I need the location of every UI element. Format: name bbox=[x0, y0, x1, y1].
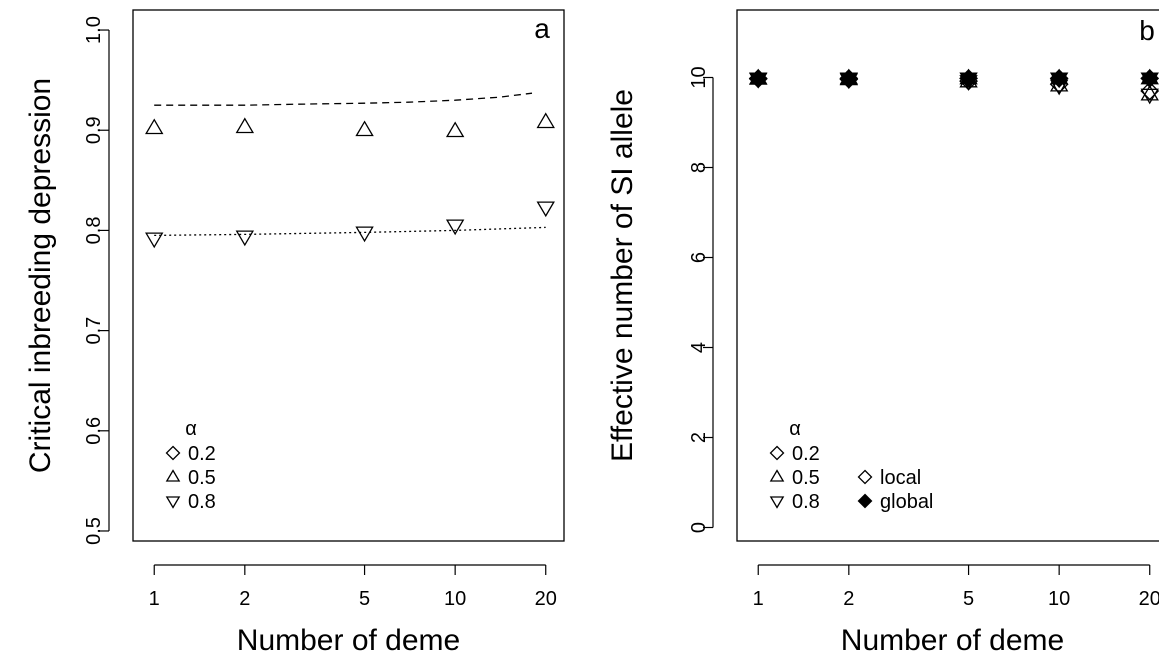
legend-marker-triangle-down bbox=[165, 496, 181, 509]
point-triangle-down bbox=[749, 72, 768, 89]
legend-marker-diamond-filled bbox=[857, 493, 873, 509]
point-triangle-up bbox=[355, 120, 374, 137]
point-triangle-down bbox=[839, 72, 859, 89]
legend-marker-diamond-open bbox=[857, 469, 873, 485]
y-tick-label: 0.6 bbox=[83, 417, 105, 445]
x-tick-label: 1 bbox=[149, 588, 160, 610]
legend-marker-diamond bbox=[769, 445, 785, 461]
point-triangle-down bbox=[355, 226, 374, 243]
x-tick-label: 10 bbox=[1048, 588, 1070, 610]
y-tick-label: 0 bbox=[688, 522, 710, 533]
panel-a: 1 2 5 10 20 Number of deme 0.5 0.6 0.7 0.8 0.9 1.0 C… bbox=[24, 9, 565, 657]
x-tick-label: 20 bbox=[1139, 588, 1159, 610]
legend: α 0.20.50.8 bbox=[165, 418, 216, 513]
y-tick-label: 10 bbox=[688, 66, 710, 88]
y-axis: 0.5 0.6 0.7 0.8 0.9 1.0 bbox=[83, 16, 110, 545]
y-tick-label: 8 bbox=[688, 162, 710, 173]
y-axis: 0 2 4 6 8 10 bbox=[688, 66, 714, 533]
point-triangle-up bbox=[235, 117, 255, 134]
dotted-line bbox=[154, 226, 546, 237]
point-triangle-down bbox=[536, 201, 555, 218]
legend-label: local bbox=[880, 467, 921, 489]
y-tick-label: 2 bbox=[688, 432, 710, 443]
panel-label: b bbox=[1139, 15, 1155, 46]
x-axis: 1 2 5 10 20 bbox=[149, 564, 557, 610]
point-triangle-down bbox=[959, 72, 978, 89]
y-tick-label: 0.9 bbox=[83, 116, 105, 144]
point-triangle-down bbox=[145, 232, 164, 249]
plot-frame bbox=[132, 9, 565, 542]
legend-label: 0.5 bbox=[792, 467, 820, 489]
x-tick-label: 1 bbox=[753, 588, 764, 610]
legend-marker-triangle-down bbox=[769, 496, 785, 509]
point-triangle-down bbox=[235, 230, 255, 247]
x-tick-label: 2 bbox=[843, 588, 854, 610]
y-axis-title: Effective number of SI allele bbox=[606, 89, 639, 462]
legend-label: 0.5 bbox=[188, 467, 216, 489]
point-triangle-down bbox=[1140, 72, 1159, 89]
x-axis-title: Number of deme bbox=[237, 624, 460, 657]
x-axis-title: Number of deme bbox=[841, 624, 1064, 657]
legend-label: global bbox=[880, 491, 933, 513]
legend-marker-triangle-up bbox=[769, 469, 785, 482]
y-tick-label: 1.0 bbox=[83, 16, 105, 44]
x-tick-label: 5 bbox=[963, 588, 974, 610]
plot-frame bbox=[736, 9, 1159, 542]
legend-label: 0.8 bbox=[792, 491, 820, 513]
y-axis-title: Critical inbreeding depression bbox=[24, 78, 57, 473]
y-tick-label: 4 bbox=[688, 342, 710, 353]
legend-title: α bbox=[185, 418, 197, 440]
y-tick-label: 6 bbox=[688, 252, 710, 263]
y-tick-label: 0.7 bbox=[83, 317, 105, 345]
x-tick-label: 20 bbox=[535, 588, 557, 610]
point-triangle-up bbox=[536, 112, 555, 129]
panel-label: a bbox=[534, 13, 550, 44]
legend-label: 0.8 bbox=[188, 491, 216, 513]
point-triangle-up bbox=[145, 118, 164, 135]
panel-b: 1 2 5 10 20 Number of deme 0 2 4 6 8 10 Effective nu… bbox=[606, 9, 1159, 657]
x-tick-label: 5 bbox=[359, 588, 370, 610]
legend-label: 0.2 bbox=[188, 443, 216, 465]
y-tick-label: 0.8 bbox=[83, 217, 105, 245]
x-tick-label: 10 bbox=[444, 588, 466, 610]
point-triangle-down bbox=[1049, 72, 1069, 89]
point-triangle-up bbox=[445, 121, 465, 138]
point-triangle-down bbox=[445, 219, 465, 236]
legend-marker-triangle-up bbox=[165, 469, 181, 482]
x-tick-label: 2 bbox=[239, 588, 250, 610]
point-triangle-up bbox=[1140, 84, 1159, 101]
dashed-line bbox=[154, 92, 533, 106]
point-triangle-down bbox=[1140, 88, 1159, 105]
y-tick-label: 0.5 bbox=[83, 517, 105, 545]
x-axis: 1 2 5 10 20 bbox=[753, 564, 1159, 610]
legend-label: 0.2 bbox=[792, 443, 820, 465]
legend-title: α bbox=[789, 418, 801, 440]
legend-marker-diamond bbox=[165, 445, 181, 461]
